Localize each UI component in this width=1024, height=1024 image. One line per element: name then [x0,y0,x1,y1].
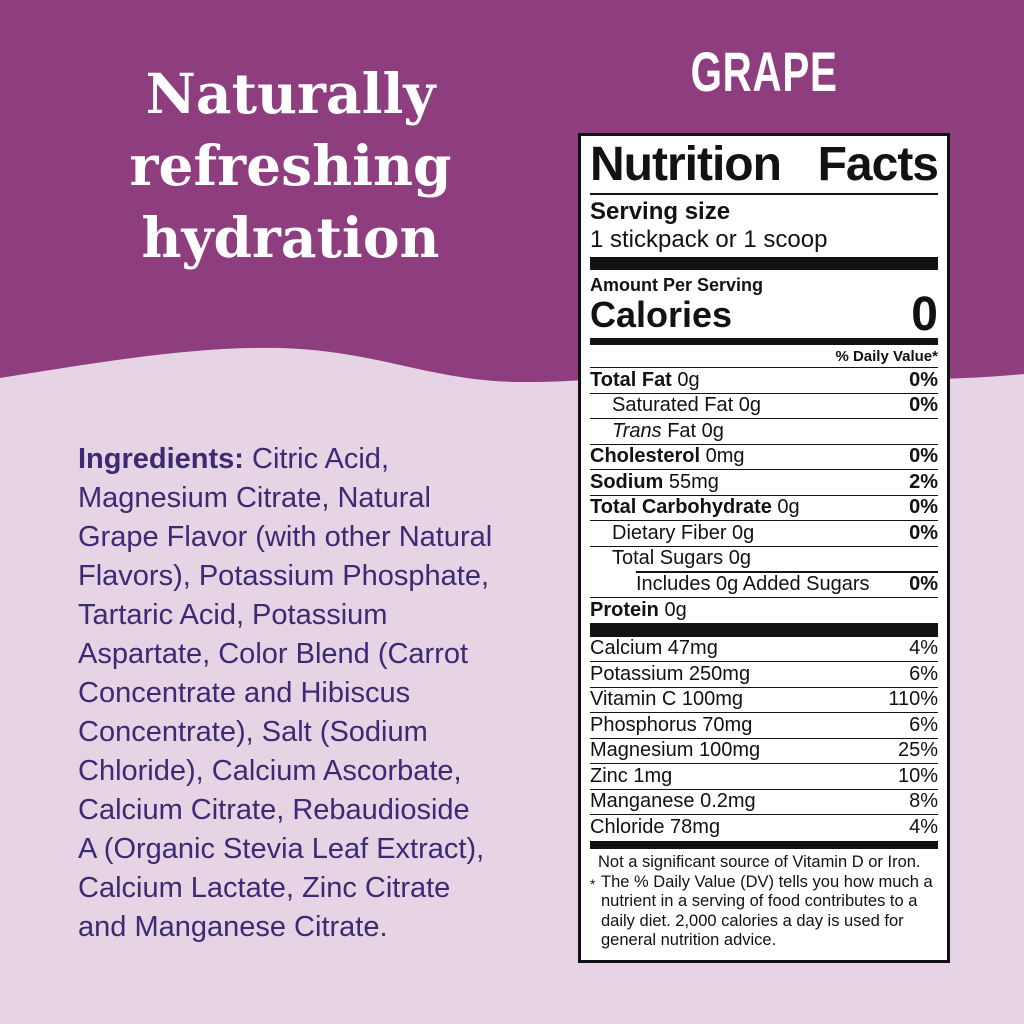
footnote-text: The % Daily Value (DV) tells you how muc… [601,872,933,950]
ingredients-line: Concentrate), Salt (Sodium [78,716,428,748]
serving-size-label: Serving size [590,198,731,225]
nutrient-row: Calcium 47mg 4% [590,635,938,662]
nutrient-daily-value: 0% [909,368,938,391]
ingredients-line: Concentrate and Hibiscus [78,677,411,709]
nutrient-row: Trans Fat 0g [590,418,938,444]
nutrient-row: Potassium 250mg 6% [590,661,938,687]
nutrient-name: Total Carbohydrate 0g [590,496,800,518]
ingredients-line: Grape Flavor (with other Natural [78,521,493,553]
footnote-asterisk: * [590,875,596,892]
serving-size-value: 1 stickpack or 1 scoop [590,226,828,253]
nutrient-name: Cholesterol 0mg [590,445,745,467]
nutrient-daily-value: 0% [909,394,938,416]
nutrient-daily-value: 8% [909,790,938,812]
nutrient-name: Includes 0g Added Sugars [636,573,870,595]
medium-divider [590,338,938,345]
nutrient-name: Total Sugars 0g [612,547,751,569]
nutrient-name: Phosphorus 70mg [590,713,753,736]
nutrient-row: Manganese 0.2mg 8% [590,788,938,815]
serving-size-block: Serving size 1 stickpack or 1 scoop [590,195,938,257]
ingredients-label: Ingredients: [78,443,244,475]
nutrient-row: Protein 0g [590,597,938,623]
nutrient-row: Total Sugars 0g [590,545,938,572]
ingredients-line: and Manganese Citrate. [78,911,388,943]
ingredients-line: Magnesium Citrate, Natural [78,482,431,514]
ingredients-line: Calcium Citrate, Rebaudioside [78,794,470,826]
flavor-title: GRAPE [578,44,950,100]
flavor-title-text: GRAPE [690,40,838,103]
ingredients-line: Flavors), Potassium Phosphate, [78,560,490,592]
nutrient-row: Total Fat 0g 0% [590,367,938,393]
calories-row: Calories 0 [590,288,938,341]
ingredients-line: Aspartate, Color Blend (Carrot [78,638,469,670]
ingredients-line: Tartaric Acid, Potassium [78,599,388,631]
nutrient-row: Zinc 1mg 10% [590,763,938,789]
nutrient-daily-value: 0% [909,496,938,518]
nutrient-daily-value: 6% [909,713,938,736]
ingredients-line: Ingredients: Citric Acid, [78,443,389,475]
nutrient-name: Saturated Fat 0g [612,394,761,416]
nutrient-name: Sodium 55mg [590,470,719,493]
nutrient-name: Vitamin C 100mg [590,688,744,710]
nutrient-row: Phosphorus 70mg 6% [590,712,938,738]
nutrient-row: Vitamin C 100mg 110% [590,686,938,713]
nutrient-name: Zinc 1mg [590,764,673,787]
ingredients-paragraph: Ingredients: Citric Acid, Magnesium Citra… [78,440,568,947]
nutrient-name: Calcium 47mg [590,637,718,659]
thick-divider [590,622,938,636]
headline-line: Naturally [145,61,436,126]
calories-label: Calories [590,294,733,335]
nutrient-row: Saturated Fat 0g 0% [590,392,938,419]
indented-rule [636,571,938,573]
nutrient-rows: Total Fat 0g 0% Saturated Fat 0g 0% Trans Fa… [590,367,938,623]
calories-value: 0 [911,288,938,341]
nutrient-daily-value: 4% [909,637,938,659]
ingredients-line: A (Organic Stevia Leaf Extract), [78,833,485,865]
nutrient-name: Magnesium 100mg [590,739,761,761]
nutrient-daily-value: 110% [888,688,938,710]
nutrition-facts-title: Nutrition Facts [590,138,939,195]
nutrient-name: Manganese 0.2mg [590,790,756,812]
nutrition-panel: Nutrition Facts Serving size 1 stickpack… [578,133,950,963]
nutrient-daily-value: 4% [909,815,938,838]
nutrient-daily-value: 0% [909,573,938,595]
headline-line: hydration [141,205,440,270]
nutrient-daily-value: 6% [909,662,938,685]
headline: Naturally refreshing hydration [38,58,543,274]
daily-value-footnote: * The % Daily Value (DV) tells you how m… [590,873,938,951]
nutrient-row: Includes 0g Added Sugars 0% [590,573,938,598]
nutrient-row: Total Carbohydrate 0g 0% [590,494,938,521]
thick-divider [590,840,938,849]
nutrition-title-word1: Nutrition [590,138,782,191]
nutrient-row: Cholesterol 0mg 0% [590,443,938,470]
nutrient-daily-value: 10% [897,764,938,787]
nutrient-row: Sodium 55mg 2% [590,469,938,495]
amount-per-serving-label: Amount Per Serving [590,275,764,295]
nutrient-name: Potassium 250mg [590,662,751,685]
nutrient-name: Dietary Fiber 0g [612,521,755,544]
nutrient-name: Protein 0g [590,598,687,621]
nutrient-daily-value: 0% [909,445,938,467]
headline-line: refreshing [129,133,452,198]
ingredients-line: Chloride), Calcium Ascorbate, [78,755,462,787]
daily-value-header: % Daily Value* [835,348,938,365]
nutrient-name: Total Fat 0g [590,368,700,391]
nutrient-name: Trans Fat 0g [612,419,724,442]
nutrient-name: Chloride 78mg [590,815,721,838]
mineral-rows: Calcium 47mg 4% Potassium 250mg 6% Vitamin C… [590,635,938,840]
nutrient-row: Dietary Fiber 0g 0% [590,520,938,546]
ingredients-line: Calcium Lactate, Zinc Citrate [78,872,451,904]
thick-divider [590,257,938,270]
nutrition-title-word2: Facts [817,138,939,191]
nutrient-daily-value: 25% [897,739,938,761]
not-significant-note: Not a significant source of Vitamin D or… [598,852,921,871]
nutrient-daily-value: 2% [909,470,938,493]
nutrient-daily-value: 0% [909,521,938,544]
nutrient-row: Magnesium 100mg 25% [590,737,938,764]
nutrient-row: Chloride 78mg 4% [590,814,938,840]
